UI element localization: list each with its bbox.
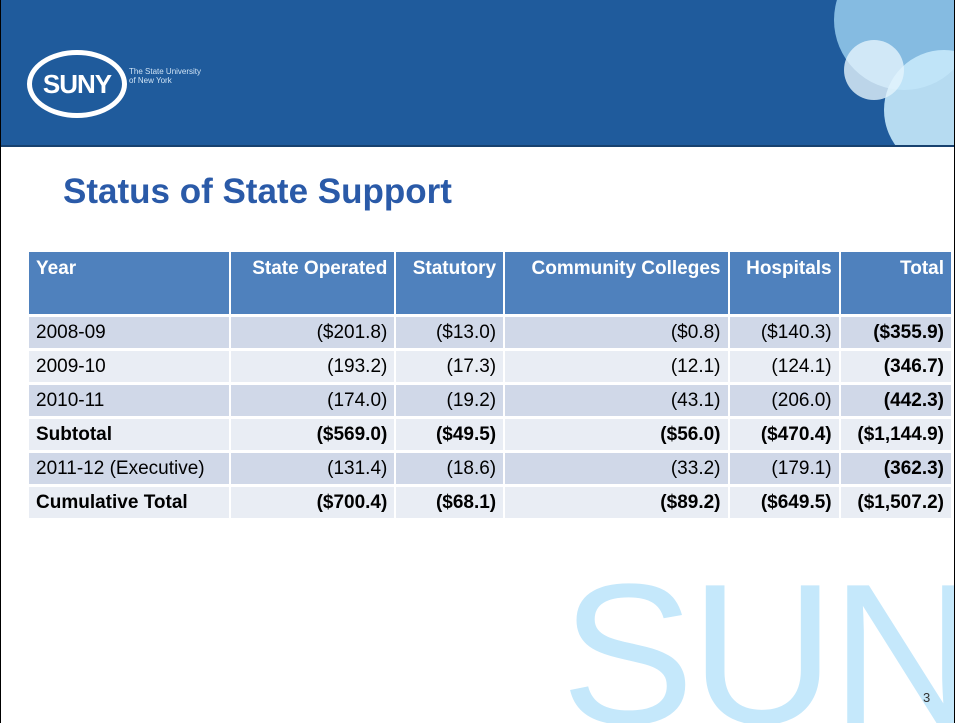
table-row: 2009-10 (193.2) (17.3) (12.1) (124.1) (346.7): [29, 351, 951, 382]
table-cell: ($0.8): [503, 317, 728, 348]
header-band: [1, 0, 954, 147]
table-cell: (442.3): [838, 385, 951, 416]
table-cell: ($68.1): [394, 487, 504, 518]
column-header: Statutory: [394, 252, 504, 314]
table-cell: (174.0): [228, 385, 395, 416]
table-cell: (19.2): [394, 385, 504, 416]
table-cell: ($355.9): [838, 317, 951, 348]
column-header: Community Colleges: [503, 252, 728, 314]
column-header: Hospitals: [727, 252, 839, 314]
table-cell: (124.1): [727, 351, 839, 382]
table-cell: (179.1): [727, 453, 839, 484]
table-cell: 2009-10: [29, 351, 229, 382]
table-cell: (131.4): [228, 453, 395, 484]
table-row: 2011-12 (Executive) (131.4) (18.6) (33.2) (1…: [29, 453, 951, 484]
table-cell: (346.7): [838, 351, 951, 382]
page-number: 3: [923, 690, 931, 705]
slide-title: Status of State Support: [63, 172, 452, 211]
table-cell: ($700.4): [228, 487, 395, 518]
table-cell: ($1,144.9): [838, 419, 951, 450]
logo-mark: SUNY: [27, 50, 127, 118]
table-cell: (206.0): [727, 385, 839, 416]
column-header: Total: [838, 252, 951, 314]
decoration: [834, 0, 954, 145]
table-cell: (18.6): [394, 453, 504, 484]
table-row: Subtotal ($569.0) ($49.5) ($56.0) ($470.4) ($…: [29, 419, 951, 450]
table-cell: ($49.5): [394, 419, 504, 450]
table-row: Cumulative Total ($700.4) ($68.1) ($89.2) ($…: [29, 487, 951, 518]
table-cell: ($569.0): [228, 419, 395, 450]
watermark: SUNY: [561, 543, 954, 723]
table-cell: (43.1): [503, 385, 728, 416]
table-cell: ($89.2): [503, 487, 728, 518]
table-cell: (12.1): [503, 351, 728, 382]
table-cell: 2011-12 (Executive): [29, 453, 229, 484]
table-row: 2008-09 ($201.8) ($13.0) ($0.8) ($140.3) ($35…: [29, 317, 951, 348]
logo-name: The State University of New York: [129, 67, 202, 85]
table-cell: 2008-09: [29, 317, 229, 348]
column-header: Year: [29, 252, 229, 314]
table-cell: ($201.8): [228, 317, 395, 348]
table-row: 2010-11 (174.0) (19.2) (43.1) (206.0) (442.3): [29, 385, 951, 416]
data-table: Year State Operated Statutory Community Col…: [29, 249, 951, 521]
table-cell: ($649.5): [727, 487, 839, 518]
table-cell: (33.2): [503, 453, 728, 484]
table-cell: ($1,507.2): [838, 487, 951, 518]
header-row: Year State Operated Statutory Community Col…: [29, 252, 951, 314]
table-cell: 2010-11: [29, 385, 229, 416]
table-cell: (362.3): [838, 453, 951, 484]
table-cell: ($13.0): [394, 317, 504, 348]
table-cell: ($56.0): [503, 419, 728, 450]
table-cell: (193.2): [228, 351, 395, 382]
table-cell: Cumulative Total: [29, 487, 229, 518]
table-cell: Subtotal: [29, 419, 229, 450]
column-header: State Operated: [228, 252, 395, 314]
table-cell: ($470.4): [727, 419, 839, 450]
table-cell: ($140.3): [727, 317, 839, 348]
table-cell: (17.3): [394, 351, 504, 382]
